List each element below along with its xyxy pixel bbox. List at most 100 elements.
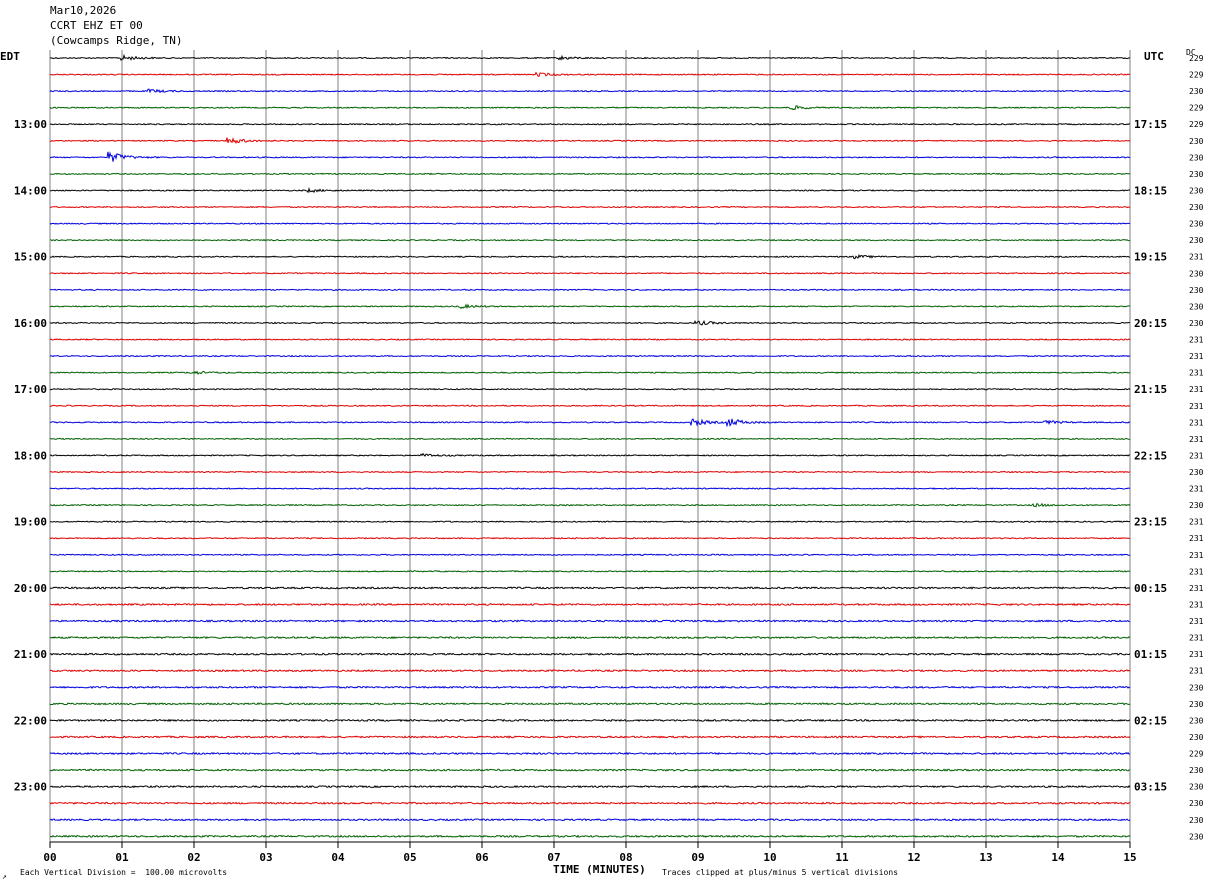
dc-value-label: 231: [1189, 369, 1204, 378]
trace-line: [49, 288, 1131, 292]
dc-value-label: 230: [1189, 286, 1204, 295]
date-label: Mar10,2026: [50, 4, 117, 17]
x-tick-label: 02: [187, 851, 200, 864]
trace-line: [49, 652, 1131, 656]
dc-value-label: 231: [1189, 253, 1204, 262]
trace-line: [49, 735, 1131, 739]
corner-mark-icon: ↗: [2, 872, 7, 881]
left-hour-label: 18:00: [14, 449, 47, 462]
left-hour-axis: 13:00 14:00 15:00 16:00 17:00 18:00 19:00 20:00…: [14, 118, 47, 793]
left-hour-label: 17:00: [14, 383, 47, 396]
left-hour-label: 23:00: [14, 781, 47, 794]
trace-line: [49, 354, 1131, 358]
dc-value-label: 230: [1189, 716, 1204, 725]
trace-line: [49, 452, 1131, 457]
dc-value-label: 230: [1189, 137, 1204, 146]
trace-line: [49, 784, 1131, 789]
trace-line: [49, 586, 1131, 590]
right-hour-label: 00:15: [1134, 582, 1167, 595]
trace-line: [49, 801, 1131, 805]
dc-value-label: 231: [1189, 485, 1204, 494]
trace-line: [49, 105, 1131, 111]
trace-line: [49, 502, 1131, 508]
dc-value-label: 231: [1189, 352, 1204, 361]
x-tick-label: 09: [691, 851, 704, 864]
dc-value-label: 231: [1189, 534, 1204, 543]
x-tick-label: 15: [1123, 851, 1136, 864]
right-hour-label: 23:15: [1134, 516, 1167, 529]
right-hour-axis: 17:15 18:15 19:15 20:15 21:15 22:15 23:15 00:15…: [1134, 118, 1167, 793]
trace-line: [49, 319, 1131, 326]
right-hour-label: 21:15: [1134, 383, 1167, 396]
trace-line: [49, 470, 1131, 474]
dc-value-label: 230: [1189, 319, 1204, 328]
x-tick-label: 01: [115, 851, 129, 864]
dc-value-label: 231: [1189, 600, 1204, 609]
dc-value-label: 231: [1189, 551, 1204, 560]
dc-value-label: 230: [1189, 203, 1204, 212]
right-hour-label: 03:15: [1134, 781, 1167, 794]
x-tick-label: 11: [835, 851, 849, 864]
trace-line: [49, 53, 1131, 62]
dc-value-label: 230: [1189, 799, 1204, 808]
dc-value-label: 230: [1189, 468, 1204, 477]
dc-value-label: 229: [1189, 71, 1204, 80]
x-tick-label: 03: [259, 851, 272, 864]
dc-value-label: 230: [1189, 87, 1204, 96]
trace-line: [49, 404, 1131, 408]
dc-value-label: 230: [1189, 683, 1204, 692]
trace-line: [49, 172, 1131, 176]
x-axis-ticks: 00 01 02 03 04 05 06 07 08 09 10 11 12 13 14 15: [43, 841, 1137, 864]
dc-value-label: 230: [1189, 700, 1204, 709]
dc-value-label: 230: [1189, 302, 1204, 311]
trace-line: [49, 205, 1131, 209]
trace-line: [49, 303, 1131, 310]
trace-line: [49, 122, 1131, 126]
dc-value-label: 230: [1189, 501, 1204, 510]
right-hour-label: 17:15: [1134, 118, 1167, 131]
dc-value-label: 231: [1189, 567, 1204, 576]
channel-label: CCRT EHZ ET 00: [50, 19, 143, 32]
right-hour-label: 20:15: [1134, 317, 1167, 330]
x-tick-label: 07: [547, 851, 560, 864]
dc-value-label: 231: [1189, 667, 1204, 676]
dc-value-label: 230: [1189, 236, 1204, 245]
trace-line: [49, 619, 1131, 623]
time-grid: [49, 50, 1131, 842]
dc-value-label: 231: [1189, 518, 1204, 527]
dc-value-label: 231: [1189, 418, 1204, 427]
trace-line: [49, 71, 1131, 78]
trace-line: [49, 818, 1131, 822]
dc-value-label: 230: [1189, 832, 1204, 841]
right-hour-label: 01:15: [1134, 648, 1167, 661]
trace-line: [49, 536, 1131, 540]
dc-value-label: 229: [1189, 120, 1204, 129]
trace-line: [49, 685, 1131, 690]
trace-line: [49, 418, 1131, 428]
dc-value-label: 231: [1189, 584, 1204, 593]
left-hour-label: 20:00: [14, 582, 47, 595]
dc-offset-column: 229 229 230 229 229 230 230 230 230 230 230 230 231 2…: [1189, 54, 1204, 841]
trace-line: [49, 272, 1131, 275]
trace-line: [49, 553, 1131, 556]
clipping-note: Traces clipped at plus/minus 5 vertical …: [662, 868, 899, 877]
trace-line: [49, 222, 1131, 225]
x-axis-title: TIME (MINUTES): [553, 863, 646, 876]
dc-value-label: 231: [1189, 617, 1204, 626]
left-hour-label: 16:00: [14, 317, 47, 330]
left-hour-label: 13:00: [14, 118, 47, 131]
trace-line: [49, 602, 1131, 607]
dc-value-label: 230: [1189, 733, 1204, 742]
x-tick-label: 06: [475, 851, 489, 864]
dc-value-label: 229: [1189, 54, 1204, 63]
trace-line: [50, 254, 1131, 260]
left-hour-label: 19:00: [14, 516, 47, 529]
x-tick-label: 04: [331, 851, 345, 864]
trace-line: [49, 635, 1131, 640]
dc-value-label: 230: [1189, 766, 1204, 775]
dc-value-label: 231: [1189, 650, 1204, 659]
trace-line: [49, 768, 1131, 772]
dc-value-label: 230: [1189, 269, 1204, 278]
dc-value-label: 229: [1189, 104, 1204, 113]
right-hour-label: 02:15: [1134, 714, 1167, 727]
